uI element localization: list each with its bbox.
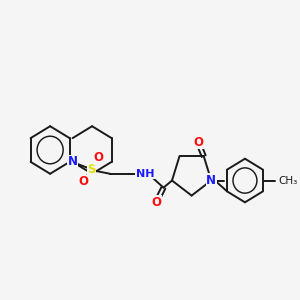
Text: O: O xyxy=(94,152,104,164)
Text: S: S xyxy=(87,163,96,176)
Text: O: O xyxy=(79,175,89,188)
Text: CH₃: CH₃ xyxy=(279,176,298,185)
Text: NH: NH xyxy=(136,169,154,179)
Text: O: O xyxy=(151,196,161,209)
Text: N: N xyxy=(206,174,216,187)
Text: N: N xyxy=(68,155,78,168)
Text: O: O xyxy=(193,136,203,149)
